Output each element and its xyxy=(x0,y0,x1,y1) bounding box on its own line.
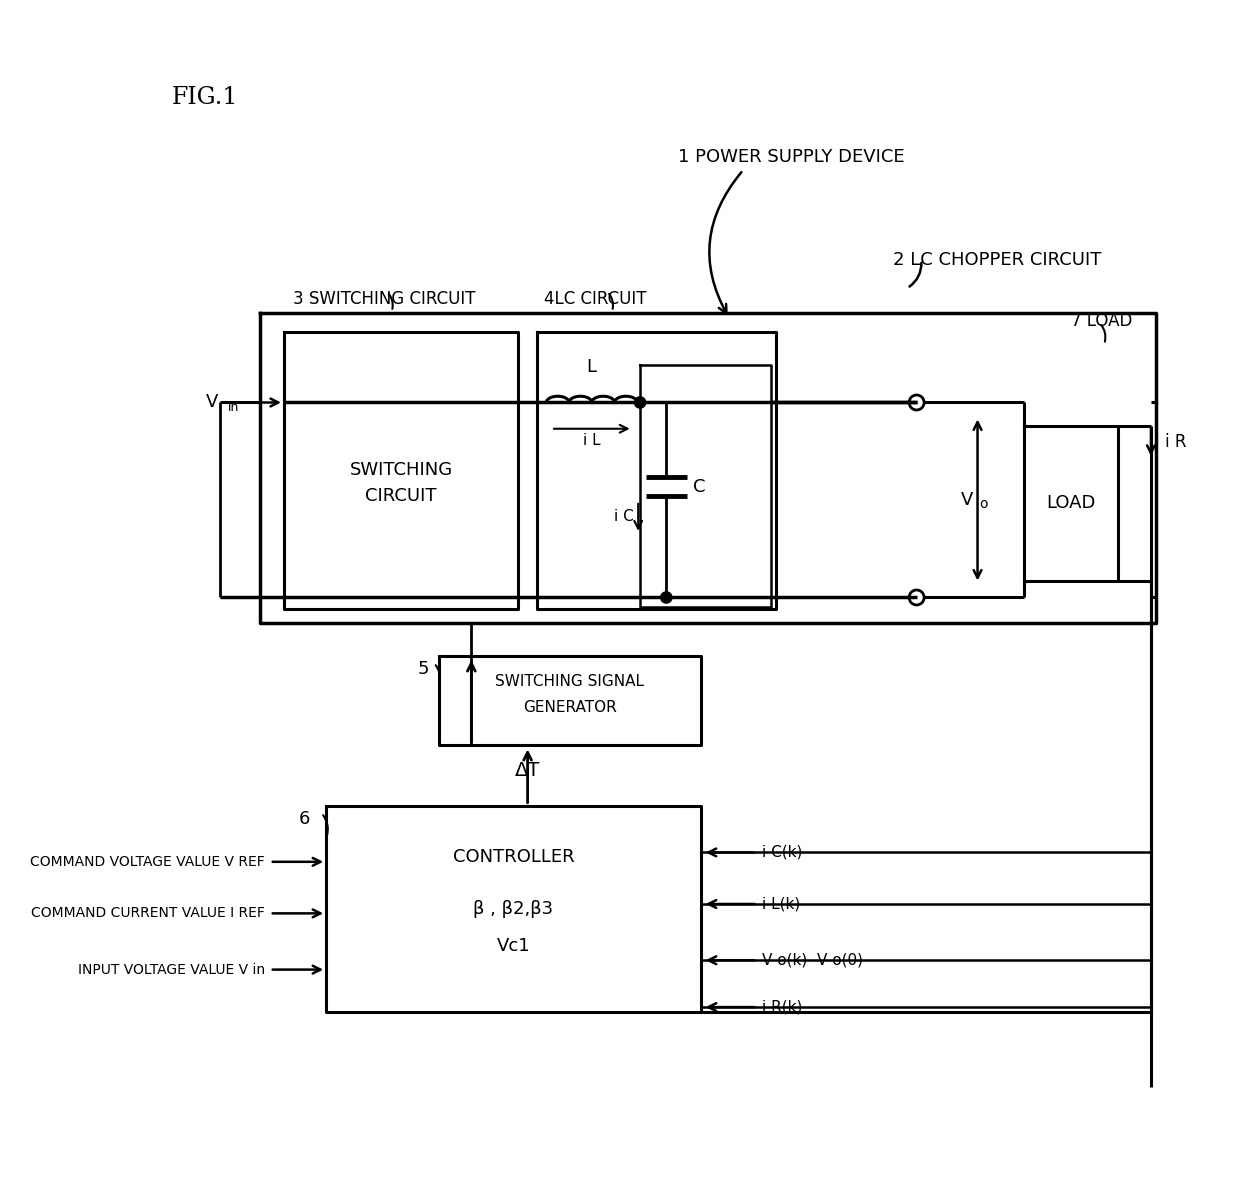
Text: L: L xyxy=(587,358,596,376)
Text: V: V xyxy=(206,394,218,411)
Text: i R(k): i R(k) xyxy=(761,1000,802,1015)
Text: V: V xyxy=(961,490,973,509)
Text: COMMAND VOLTAGE VALUE V REF: COMMAND VOLTAGE VALUE V REF xyxy=(30,855,265,869)
Text: ΔT: ΔT xyxy=(515,762,541,780)
Circle shape xyxy=(661,592,672,604)
Text: 1 POWER SUPPLY DEVICE: 1 POWER SUPPLY DEVICE xyxy=(677,147,904,165)
Text: COMMAND CURRENT VALUE I REF: COMMAND CURRENT VALUE I REF xyxy=(31,907,265,921)
Text: 7 LOAD: 7 LOAD xyxy=(1071,311,1132,330)
Text: 3 SWITCHING CIRCUIT: 3 SWITCHING CIRCUIT xyxy=(293,290,476,308)
Text: SWITCHING: SWITCHING xyxy=(350,461,453,479)
Circle shape xyxy=(635,397,646,408)
Text: in: in xyxy=(228,401,239,414)
Text: 4LC CIRCUIT: 4LC CIRCUIT xyxy=(544,290,647,308)
Text: FIG.1: FIG.1 xyxy=(171,86,238,108)
Text: i C(k): i C(k) xyxy=(761,845,802,859)
Text: 2 LC CHOPPER CIRCUIT: 2 LC CHOPPER CIRCUIT xyxy=(893,251,1101,269)
Text: GENERATOR: GENERATOR xyxy=(523,699,616,714)
Text: i L: i L xyxy=(583,434,600,448)
Text: 6: 6 xyxy=(299,810,310,829)
Circle shape xyxy=(909,590,924,605)
Text: o: o xyxy=(980,496,988,511)
Text: LOAD: LOAD xyxy=(1047,494,1096,512)
Text: i L(k): i L(k) xyxy=(761,896,800,911)
Text: i R: i R xyxy=(1166,433,1187,450)
Text: 5: 5 xyxy=(418,660,429,678)
Text: Vc1: Vc1 xyxy=(497,937,531,955)
Circle shape xyxy=(909,395,924,410)
Text: CIRCUIT: CIRCUIT xyxy=(366,487,436,506)
Text: SWITCHING SIGNAL: SWITCHING SIGNAL xyxy=(495,674,645,690)
Text: INPUT VOLTAGE VALUE V in: INPUT VOLTAGE VALUE V in xyxy=(78,962,265,976)
Text: β , β2,β3: β , β2,β3 xyxy=(474,900,553,917)
Text: i C: i C xyxy=(614,509,634,525)
Text: CONTROLLER: CONTROLLER xyxy=(453,848,574,867)
Text: C: C xyxy=(693,477,706,496)
Text: V o(k)  V o(0): V o(k) V o(0) xyxy=(761,953,863,968)
